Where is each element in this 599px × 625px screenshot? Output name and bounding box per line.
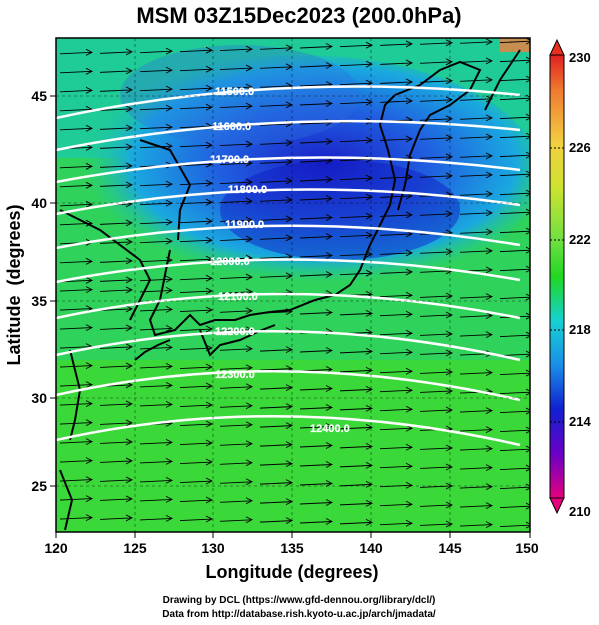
wind-vector-row [59,381,530,396]
x-tick-label: 140 [359,540,383,556]
axis-ticks [50,95,531,538]
y-tick-label: 30 [31,390,47,406]
contour-label: 12300.0 [215,369,255,381]
wind-vector-row [59,476,530,491]
plot-area: 11500.0 11600.0 11700.0 11800.0 11900.0 … [56,38,530,532]
wind-vector-row [59,362,530,377]
y-tick-label: 25 [31,478,47,494]
contour-label: 12100.0 [218,291,258,303]
colorbar-ramp [549,54,565,499]
x-tick-label: 125 [123,540,147,556]
x-tick-label: 130 [201,540,225,556]
colorbar-bottom-arrow [549,497,565,515]
wind-vector-row [59,132,530,151]
colorbar-tick-label: 230 [569,50,591,65]
wind-vector-row [59,56,530,75]
contour-label: 11800.0 [228,184,267,196]
y-tick-label: 35 [31,293,47,309]
wind-vector-row [59,457,530,472]
colorbar-tick-label: 210 [569,504,591,519]
wind-vector-row [59,38,530,56]
x-axis-label: Longitude (degrees) [205,562,378,582]
wind-vector-row [59,75,530,94]
colorbar-tick-label: 214 [569,414,591,429]
contour-label: 12000.0 [210,256,250,268]
contour-label: 12400.0 [310,423,350,435]
contour-label: 11700.0 [210,154,249,166]
credit-data: Data from http://database.rish.kyoto-u.a… [162,609,436,620]
wind-vector-row [59,208,530,227]
gridlines [56,38,530,532]
colorbar: 230 226 222 218 214 210 [549,38,591,519]
contour-label: 12200.0 [215,326,255,338]
colorbar-tick-label: 218 [569,322,591,337]
wind-vector-row [59,170,530,189]
credit-drawing: Drawing by DCL (https://www.gfd-dennou.o… [163,595,436,606]
y-tick-labels: 45 40 35 30 25 [31,88,47,494]
colorbar-tick-label: 226 [569,140,591,155]
x-tick-label: 135 [280,540,304,556]
wind-vector-row [59,246,530,265]
contour-label: 11600.0 [212,121,251,133]
contour-label: 11500.0 [215,86,254,98]
wind-vector-row [59,400,530,415]
x-tick-label: 145 [438,540,462,556]
colorbar-top-arrow [549,38,565,56]
x-tick-labels: 120 125 130 135 140 145 150 [44,540,539,556]
coastline [59,49,521,531]
y-axis-label: Latitude (degrees) [4,204,24,365]
map-title: MSM 03Z15Dec2023 (200.0hPa) [136,3,461,28]
wind-vector-row [59,94,530,113]
wind-vector-row [59,495,530,510]
x-tick-label: 120 [44,540,68,556]
wind-vector-row [59,438,530,453]
x-tick-label: 150 [515,540,539,556]
contour-label: 11900.0 [225,219,264,231]
plot-frame [55,37,531,533]
y-tick-label: 40 [31,195,47,211]
height-contours [56,85,521,447]
wind-vector-row [59,265,530,284]
contour-labels: 11500.0 11600.0 11700.0 11800.0 11900.0 … [210,86,350,435]
wind-vector-row [59,514,530,529]
y-tick-label: 45 [31,88,47,104]
colorbar-tick-label: 222 [569,232,591,247]
